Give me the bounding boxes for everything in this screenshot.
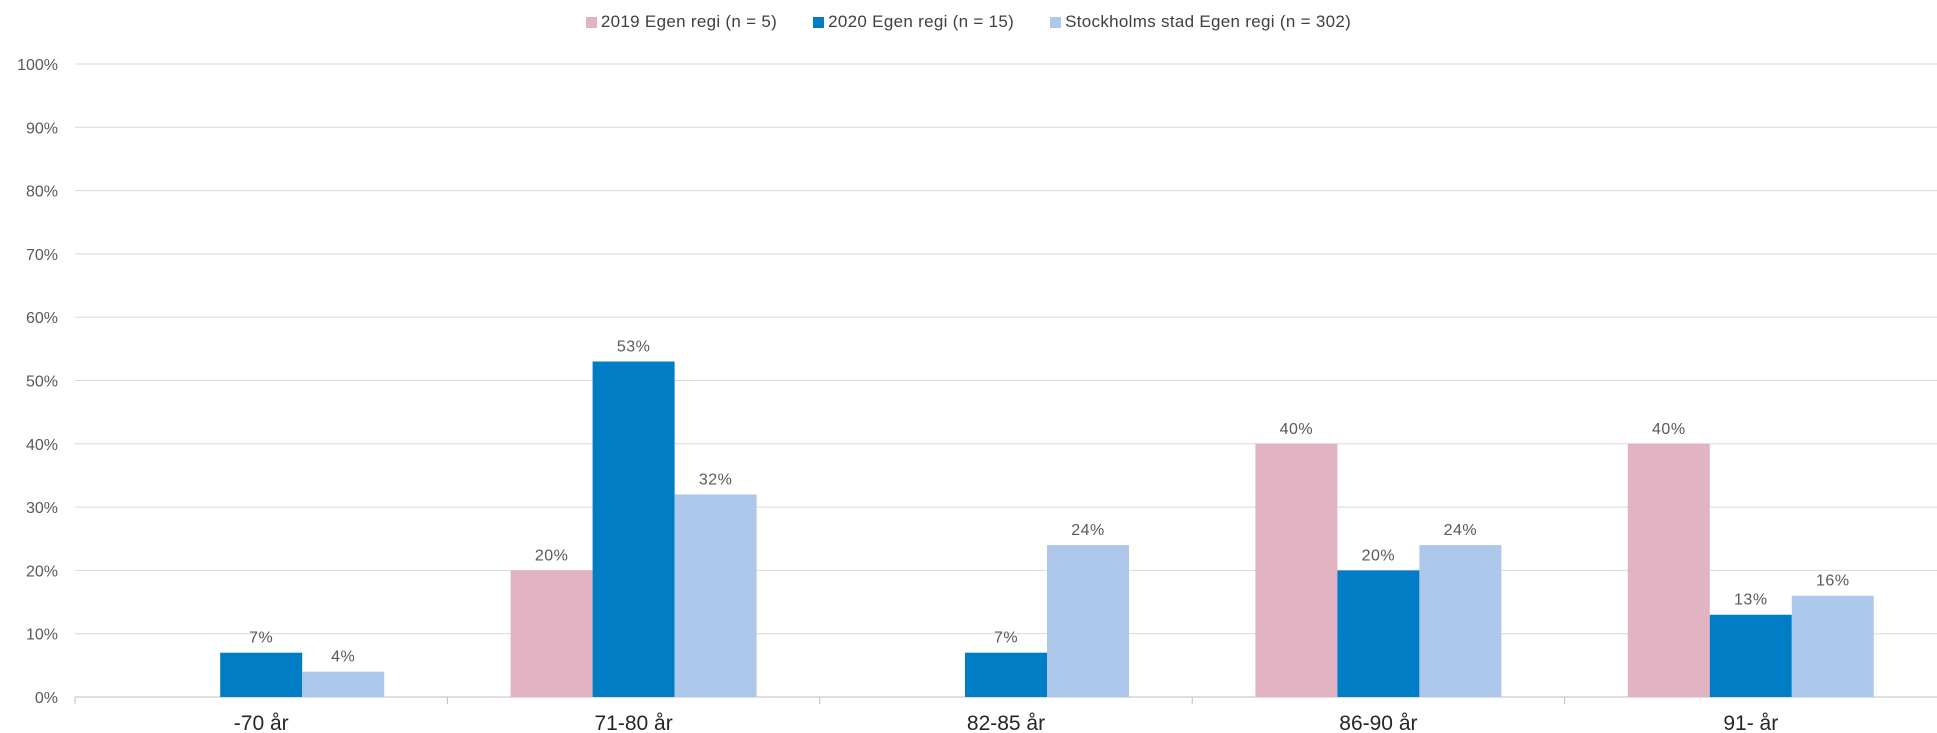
bar [1255,443,1338,697]
legend-item-2019: 2019 Egen regi (n = 5) [585,12,778,32]
legend-item-2020: 2020 Egen regi (n = 15) [813,12,1014,32]
data-label: 16% [1816,573,1850,590]
data-label: 24% [1071,522,1105,539]
y-tick-label: 10% [26,627,58,644]
y-tick-label: 0% [35,690,58,707]
data-label: 40% [1652,421,1686,438]
bar [592,361,675,697]
bar [1709,614,1792,697]
x-category-label: 91- år [1723,712,1778,733]
data-label: 7% [994,630,1018,647]
data-label: 24% [1444,522,1478,539]
data-label: 20% [535,547,569,564]
y-tick-label: 30% [26,500,58,517]
data-label: 13% [1734,592,1768,609]
legend-swatch-2019 [585,16,597,28]
data-label: 53% [617,339,651,356]
legend-swatch-2020 [813,16,825,28]
bar [674,494,757,697]
legend-item-stockholm: Stockholms stad Egen regi (n = 302) [1050,12,1351,32]
y-tick-label: 20% [26,563,58,580]
y-tick-label: 100% [17,57,58,74]
bar [965,652,1047,697]
x-category-label: 86-90 år [1339,712,1417,733]
x-category-label: -70 år [234,712,289,733]
bar [1337,570,1420,697]
data-label: 40% [1280,421,1314,438]
y-tick-label: 60% [26,310,58,327]
bar [302,671,385,697]
legend-label-stockholm: Stockholms stad Egen regi (n = 302) [1065,12,1352,31]
y-tick-label: 80% [26,184,58,201]
y-tick-label: 90% [26,120,58,137]
bar [1419,545,1502,697]
bar [510,570,593,697]
data-label: 20% [1362,547,1396,564]
legend: 2019 Egen regi (n = 5) 2020 Egen regi (n… [0,12,1937,32]
data-label: 32% [699,471,733,488]
y-tick-label: 70% [26,247,58,264]
bar [220,652,303,697]
legend-swatch-stockholm [1050,16,1062,28]
data-label: 7% [249,630,273,647]
legend-label-2019: 2019 Egen regi (n = 5) [600,12,778,31]
legend-label-2020: 2020 Egen regi (n = 15) [828,12,1015,31]
x-category-label: 82-85 år [967,712,1045,733]
data-label: 4% [331,649,355,666]
y-tick-label: 40% [26,437,58,454]
y-tick-label: 50% [26,374,58,391]
bar [1047,545,1129,697]
bar [1627,443,1710,697]
bar [1791,595,1874,697]
x-category-label: 71-80 år [594,712,672,733]
